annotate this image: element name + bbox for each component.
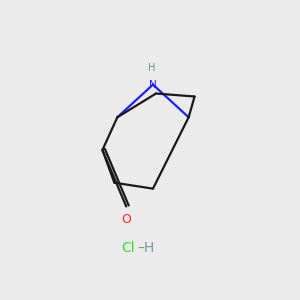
Text: Cl: Cl [121,241,134,255]
Text: –H: –H [137,241,154,255]
Text: H: H [148,63,155,73]
Text: O: O [121,213,131,226]
Text: N: N [149,80,157,90]
